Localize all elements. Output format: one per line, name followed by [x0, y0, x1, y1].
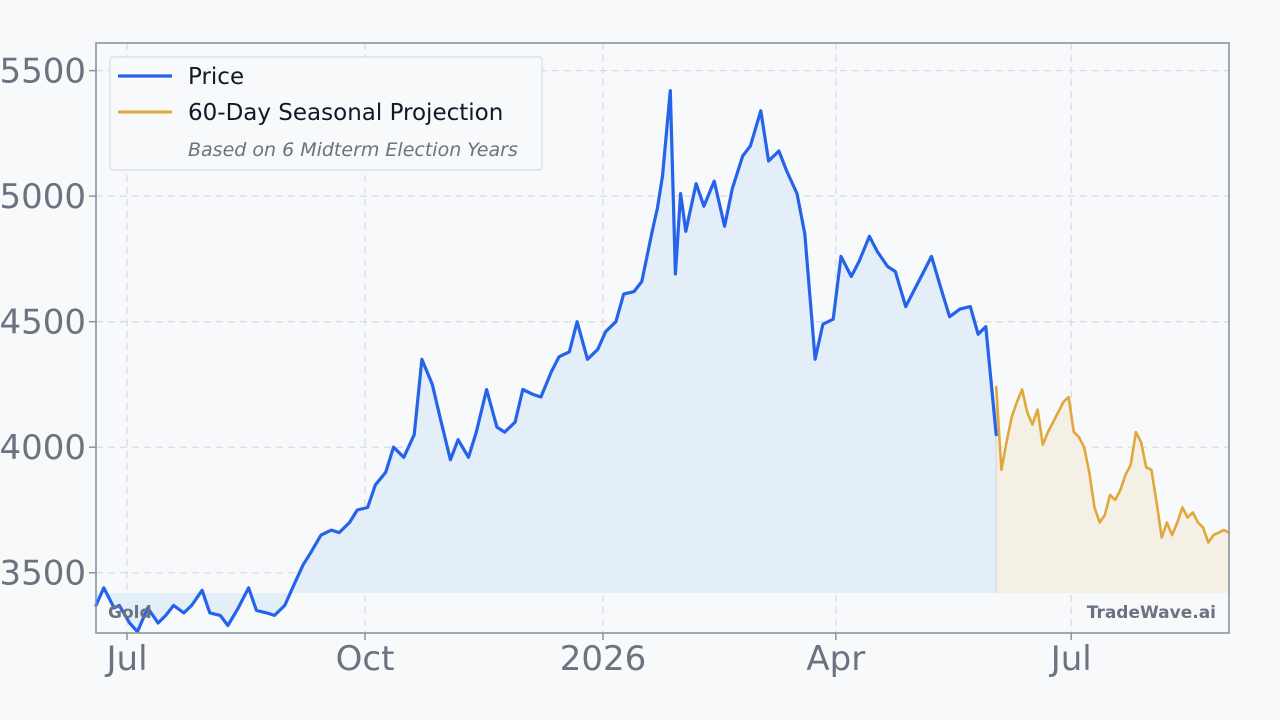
x-tick-label: Jul	[105, 639, 148, 679]
y-tick-label: 5500	[0, 52, 86, 92]
series-lines	[94, 89, 1231, 634]
y-tick-label: 3500	[0, 554, 86, 594]
legend-label-price: Price	[188, 64, 244, 90]
series-area-projection	[996, 387, 1229, 593]
x-tick-label: 2026	[560, 639, 647, 679]
watermark: TradeWave.ai	[1087, 603, 1216, 623]
series-line-projection	[994, 385, 1231, 544]
y-tick-label: 5000	[0, 177, 86, 217]
legend-label-projection: 60-Day Seasonal Projection	[188, 100, 503, 126]
x-tick-label: Apr	[806, 639, 865, 679]
plot-frame	[95, 42, 1230, 634]
x-axis-ticks: Jul Oct 2026 Apr Jul	[105, 633, 1092, 679]
y-tick-label: 4500	[0, 303, 86, 343]
legend: Price 60-Day Seasonal Projection Based o…	[109, 56, 543, 171]
legend-box	[109, 56, 543, 171]
y-axis-ticks: 3500 4000 4500 5000 5500	[0, 52, 96, 594]
legend-note: Based on 6 Midterm Election Years	[188, 139, 518, 161]
asset-label: Gold	[108, 603, 152, 623]
series-area-price	[96, 90, 997, 632]
x-tick-label: Oct	[336, 639, 395, 679]
series-line-price	[94, 89, 998, 634]
y-tick-label: 4000	[0, 428, 86, 468]
x-tick-label: Jul	[1049, 639, 1092, 679]
